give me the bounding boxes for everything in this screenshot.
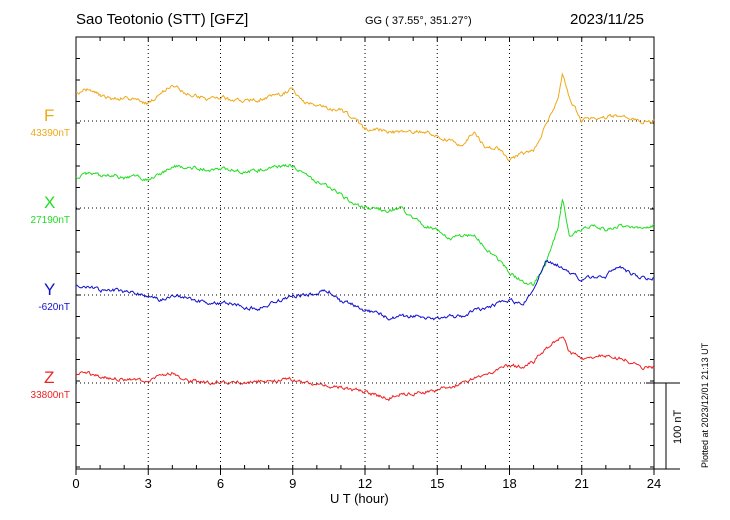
series-baseline-x: 27190nT — [30, 215, 70, 226]
x-axis-label: U T (hour) — [330, 491, 389, 506]
series-name-f: F — [44, 106, 55, 125]
series-line-y — [75, 259, 654, 321]
series-baseline-f: 43390nT — [30, 128, 70, 139]
series-line-f — [76, 72, 655, 162]
date-label: 2023/11/25 — [570, 11, 644, 28]
station-title: Sao Teotonio (STT) [GFZ] — [76, 11, 249, 28]
x-tick-label: 12 — [358, 476, 372, 491]
x-tick-label: 3 — [145, 476, 152, 491]
x-tick-label: 24 — [647, 476, 661, 491]
x-tick-label: 21 — [575, 476, 589, 491]
series-name-x: X — [44, 193, 56, 212]
series-baseline-y: -620nT — [38, 302, 70, 313]
plotted-at-note: Plotted at 2023/12/01 21:13 UT — [700, 342, 710, 468]
x-tick-label: 6 — [217, 476, 224, 491]
series-line-x — [75, 163, 655, 286]
x-tick-label: 0 — [72, 476, 79, 491]
series-baseline-z: 33800nT — [30, 390, 70, 401]
series-name-y: Y — [44, 280, 56, 299]
x-tick-label: 18 — [502, 476, 516, 491]
x-tick-label: 9 — [289, 476, 296, 491]
series-line-z — [75, 336, 655, 402]
x-tick-label: 15 — [430, 476, 444, 491]
series-name-z: Z — [44, 368, 55, 387]
scale-bar-label: 100 nT — [672, 409, 684, 444]
coordinates-label: GG ( 37.55°, 351.27°) — [365, 15, 472, 27]
